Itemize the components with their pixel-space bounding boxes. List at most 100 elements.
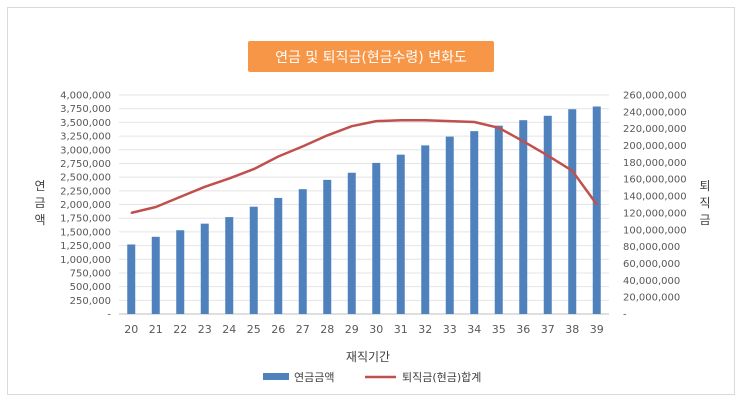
line-point — [522, 140, 525, 143]
x-tick-label: 20 — [124, 323, 138, 336]
left-tick-label: 250,000 — [70, 296, 111, 307]
bar — [568, 109, 577, 314]
right-tick-label: 40,000,000 — [623, 276, 680, 287]
left-tick-label: 3,000,000 — [60, 145, 111, 156]
chart-title-box: 연금 및 퇴직금(현금수령) 변화도 — [248, 41, 494, 72]
line-point — [277, 155, 280, 158]
x-tick-label: 23 — [198, 323, 212, 336]
right-tick-label: 120,000,000 — [623, 208, 687, 219]
bar — [494, 125, 503, 314]
bar — [470, 131, 479, 314]
x-tick-label: 38 — [565, 323, 579, 336]
right-tick-label: 260,000,000 — [623, 91, 687, 102]
x-tick-label: 25 — [247, 323, 261, 336]
line-point — [375, 120, 378, 122]
x-tick-label: 28 — [320, 323, 334, 336]
left-tick-label: 500,000 — [70, 282, 111, 293]
line-point — [154, 206, 157, 208]
legend-bar-swatch — [263, 373, 289, 380]
x-tick-label: 32 — [418, 323, 432, 336]
legend-label-pension: 연금금액 — [294, 371, 334, 384]
left-tick-label: 2,000,000 — [60, 200, 111, 211]
left-tick-label: 4,000,000 — [60, 91, 111, 102]
bar — [298, 189, 307, 314]
bar — [151, 236, 160, 314]
left-tick-label: 3,250,000 — [60, 132, 111, 143]
left-tick-label: - — [107, 310, 111, 321]
right-axis-ticks: - 20,000,000 40,000,000 60,000,000 80,000,00… — [623, 91, 687, 321]
x-tick-label: 33 — [443, 323, 457, 336]
gridlines — [119, 94, 609, 315]
left-tick-label: 3,750,000 — [60, 104, 111, 115]
bar — [543, 115, 552, 315]
x-tick-label: 39 — [590, 323, 604, 336]
x-tick-label: 27 — [296, 323, 310, 336]
left-axis-ticks: - 250,000 500,000 750,000 1,000,000 1,250,000… — [60, 91, 111, 321]
line-point — [179, 196, 182, 198]
left-tick-label: 3,500,000 — [60, 118, 111, 129]
x-tick-label: 24 — [222, 323, 236, 336]
left-tick-label: 1,250,000 — [60, 241, 111, 252]
bar-series — [127, 106, 601, 315]
line-point — [424, 119, 427, 122]
line-point — [130, 212, 133, 214]
bar — [200, 223, 209, 314]
line-point — [473, 121, 476, 123]
bar — [225, 217, 234, 314]
legend-label-severance: 퇴직금(현금)합계 — [402, 371, 481, 384]
line-point — [399, 119, 402, 122]
right-tick-label: 220,000,000 — [623, 124, 687, 135]
x-tick-label: 31 — [394, 323, 408, 336]
legend: 연금금액 퇴직금(현금)합계 — [263, 371, 481, 384]
line-point — [203, 186, 206, 188]
line-point — [595, 203, 598, 206]
right-tick-label: 180,000,000 — [623, 158, 687, 169]
left-tick-label: 1,500,000 — [60, 227, 111, 238]
bar — [274, 197, 283, 314]
right-tick-label: 160,000,000 — [623, 175, 687, 186]
bar — [396, 154, 405, 314]
right-tick-label: 240,000,000 — [623, 107, 687, 118]
x-axis-ticks: 20 21 22 23 24 25 26 27 28 29 30 31 32 33 34 35 36 37 38 39 — [124, 323, 604, 336]
x-axis-title: 재직기간 — [346, 350, 390, 364]
x-tick-label: 37 — [541, 323, 555, 336]
left-tick-label: 2,250,000 — [60, 186, 111, 197]
bar — [421, 145, 430, 314]
x-tick-label: 29 — [345, 323, 359, 336]
bar — [249, 206, 258, 314]
bar — [372, 162, 381, 314]
bar — [127, 244, 136, 314]
line-series — [130, 119, 598, 215]
line-point — [571, 170, 574, 172]
left-tick-label: 2,500,000 — [60, 173, 111, 184]
bar — [445, 136, 454, 314]
right-tick-label: - — [623, 310, 627, 321]
x-tick-label: 36 — [516, 323, 530, 336]
x-tick-label: 35 — [492, 323, 506, 336]
line-point — [448, 120, 451, 122]
x-tick-label: 34 — [467, 323, 481, 336]
right-tick-label: 200,000,000 — [623, 141, 687, 152]
right-tick-label: 80,000,000 — [623, 242, 680, 253]
line-point — [546, 154, 549, 157]
right-tick-label: 100,000,000 — [623, 225, 687, 236]
bar — [592, 106, 601, 314]
right-tick-label: 140,000,000 — [623, 192, 687, 203]
x-tick-label: 30 — [369, 323, 383, 336]
line-path — [131, 119, 598, 215]
line-point — [228, 177, 231, 180]
bar — [519, 120, 528, 314]
right-tick-label: 20,000,000 — [623, 293, 680, 304]
left-tick-label: 2,750,000 — [60, 159, 111, 170]
left-tick-label: 750,000 — [70, 268, 111, 279]
x-tick-label: 22 — [173, 323, 187, 336]
line-point — [301, 145, 304, 148]
x-tick-label: 26 — [271, 323, 285, 336]
left-tick-label: 1,750,000 — [60, 214, 111, 225]
bar — [347, 172, 356, 314]
left-tick-label: 1,000,000 — [60, 255, 111, 266]
line-point — [326, 134, 329, 137]
